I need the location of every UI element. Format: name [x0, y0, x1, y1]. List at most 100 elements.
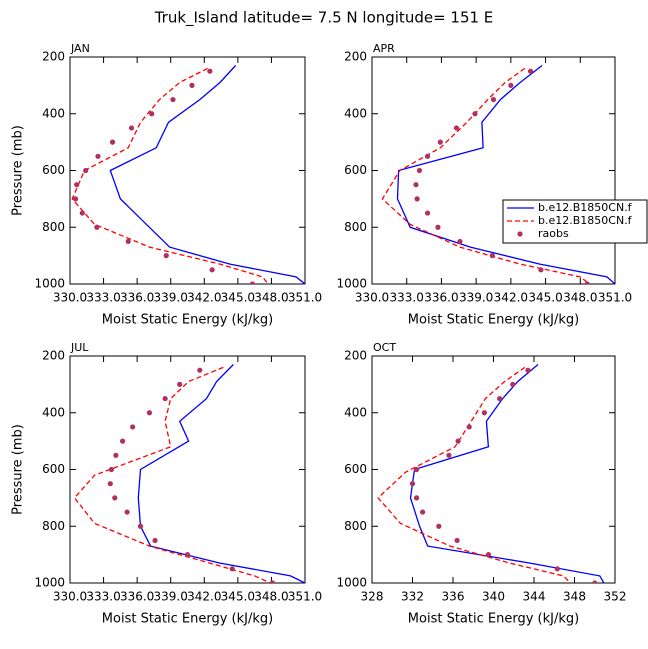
data-line	[109, 65, 305, 284]
plot-area	[71, 65, 305, 284]
data-point	[128, 125, 135, 131]
y-tick-label: 800	[344, 519, 367, 533]
data-point	[152, 537, 158, 544]
data-point	[453, 125, 460, 131]
data-point	[184, 552, 191, 558]
plot-area	[377, 364, 605, 583]
x-tick-label: 348.0	[254, 291, 288, 305]
data-point	[197, 367, 203, 373]
data-point	[249, 281, 256, 284]
x-tick-label: 332	[401, 590, 424, 604]
panel-title: JAN	[70, 42, 90, 55]
data-point	[74, 182, 80, 188]
x-tick-label: 351.0	[288, 291, 322, 305]
y-tick-label: 800	[42, 220, 65, 234]
data-point	[489, 253, 495, 259]
data-point	[229, 566, 235, 572]
x-tick-label: 336.0	[120, 291, 154, 305]
data-point	[525, 367, 531, 373]
data-point	[137, 523, 144, 529]
data-point	[592, 580, 598, 583]
panel-title: APR	[373, 42, 395, 55]
y-tick-label: 800	[344, 220, 367, 234]
data-line	[73, 366, 271, 583]
data-point	[584, 281, 590, 284]
data-point	[112, 495, 118, 501]
legend-label: b.e12.B1850CN.f	[538, 201, 633, 214]
data-point	[455, 438, 461, 444]
data-point	[466, 424, 472, 430]
legend-label: raobs	[538, 227, 569, 240]
data-point	[416, 167, 423, 174]
data-point	[457, 238, 463, 245]
y-tick-label: 200	[344, 349, 367, 363]
data-point	[119, 438, 126, 444]
y-tick-label: 600	[42, 462, 65, 476]
x-tick-label: 328	[361, 590, 384, 604]
legend-label: b.e12.B1850CN.f	[538, 214, 633, 227]
data-point	[149, 111, 155, 117]
data-point	[446, 452, 452, 458]
data-point	[72, 196, 79, 202]
data-point	[510, 381, 516, 387]
y-tick-label: 400	[42, 405, 65, 419]
plot-area	[381, 64, 615, 284]
data-point	[79, 210, 85, 216]
y-tick-label: 200	[42, 349, 65, 363]
data-point	[472, 111, 478, 117]
x-tick-label: 345.0	[528, 291, 562, 305]
x-tick-label: 339.0	[154, 590, 188, 604]
y-axis-label: Pressure (mb)	[11, 125, 26, 216]
data-point	[435, 224, 441, 230]
x-tick-label: 340	[482, 590, 505, 604]
data-point	[420, 509, 426, 515]
data-point	[108, 466, 115, 473]
y-tick-label: 1000	[336, 576, 367, 590]
data-point	[508, 82, 514, 88]
data-point	[538, 267, 544, 273]
y-tick-label: 400	[344, 405, 367, 419]
data-line	[381, 67, 590, 284]
x-tick-label: 348.0	[254, 590, 288, 604]
x-tick-label: 348.0	[563, 291, 597, 305]
data-point	[163, 253, 169, 259]
data-point	[177, 381, 183, 387]
panel: JUL 330.0 333.0 336.0 339.0 342.0 345.0 348.0 35…	[11, 341, 323, 627]
data-point	[107, 481, 113, 487]
panel: OCT 328 332 336 340 344 348 352 200 400 600 800 1000…	[336, 341, 626, 627]
data-point	[436, 523, 442, 529]
x-tick-label: 342.0	[187, 291, 221, 305]
y-tick-label: 200	[344, 50, 367, 64]
data-point	[554, 566, 560, 572]
y-tick-label: 600	[42, 163, 65, 177]
data-point	[130, 424, 136, 430]
data-line	[396, 64, 615, 284]
data-point	[209, 267, 215, 273]
x-axis-label: Moist Static Energy (kJ/kg)	[102, 313, 273, 328]
data-point	[490, 96, 497, 103]
x-tick-label: 330.0	[355, 291, 389, 305]
y-tick-label: 1000	[34, 277, 65, 291]
data-point	[527, 68, 534, 74]
data-point	[125, 238, 131, 245]
data-point	[414, 196, 420, 202]
x-tick-label: 333.0	[390, 291, 424, 305]
figure-title: Truk_Island latitude= 7.5 N longitude= 1…	[154, 9, 494, 28]
x-tick-label: 345.0	[221, 291, 255, 305]
data-line	[137, 364, 305, 583]
y-tick-label: 1000	[34, 576, 65, 590]
x-tick-label: 348	[563, 590, 586, 604]
data-point	[481, 410, 487, 416]
y-axis-label: Pressure (mb)	[11, 424, 26, 515]
data-point	[485, 552, 492, 558]
x-tick-label: 330.0	[53, 590, 87, 604]
data-point	[113, 452, 119, 458]
data-point	[413, 495, 420, 501]
x-tick-label: 333.0	[86, 590, 120, 604]
data-point	[95, 153, 101, 159]
data-point	[454, 537, 460, 544]
x-tick-label: 339.0	[459, 291, 493, 305]
panel-title: OCT	[373, 341, 396, 354]
